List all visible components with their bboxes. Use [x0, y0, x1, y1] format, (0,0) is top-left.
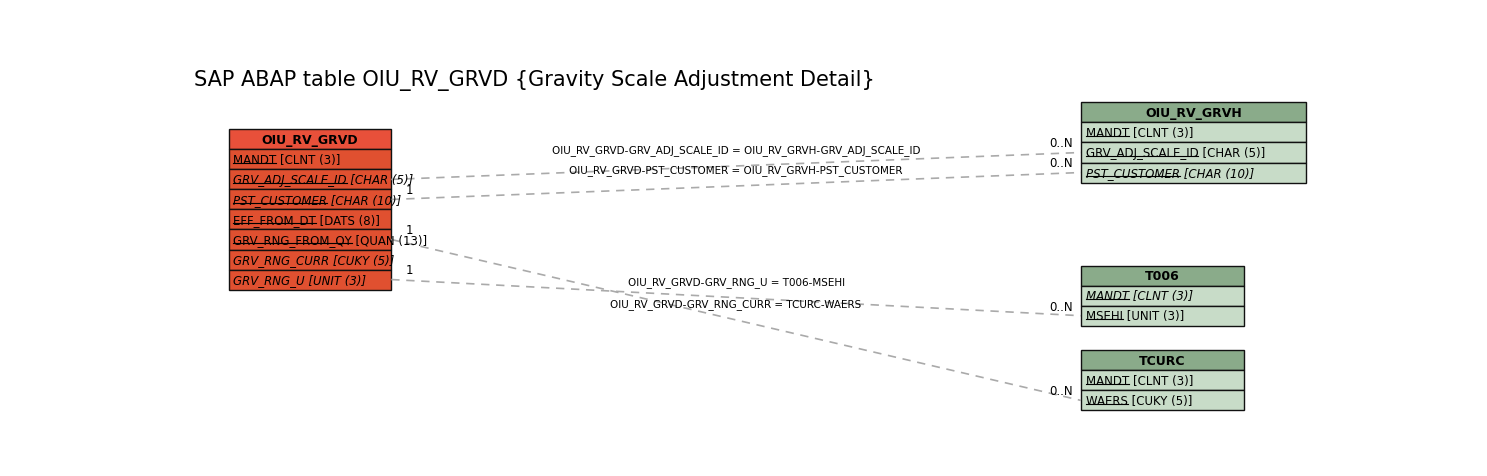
Text: OIU_RV_GRVD-GRV_RNG_CURR = TCURC-WAERS: OIU_RV_GRVD-GRV_RNG_CURR = TCURC-WAERS	[611, 298, 862, 309]
Text: 0..N: 0..N	[1050, 137, 1074, 150]
Text: OIU_RV_GRVH: OIU_RV_GRVH	[1145, 107, 1242, 119]
Bar	[229, 250, 391, 270]
Text: T006: T006	[1145, 269, 1179, 283]
Bar	[1081, 163, 1306, 183]
Bar	[1081, 143, 1306, 163]
Text: MANDT [CLNT (3)]: MANDT [CLNT (3)]	[233, 154, 341, 167]
Text: EFF_FROM_DT [DATS (8)]: EFF_FROM_DT [DATS (8)]	[233, 214, 381, 227]
Bar	[229, 230, 391, 250]
Text: WAERS [CUKY (5)]: WAERS [CUKY (5)]	[1086, 394, 1193, 407]
Text: 1: 1	[404, 264, 413, 277]
Text: PST_CUSTOMER [CHAR (10)]: PST_CUSTOMER [CHAR (10)]	[233, 194, 401, 207]
Text: 0..N: 0..N	[1050, 385, 1074, 397]
Bar	[229, 170, 391, 190]
Bar	[1081, 351, 1243, 371]
Text: GRV_RNG_U [UNIT (3)]: GRV_RNG_U [UNIT (3)]	[233, 274, 366, 287]
Text: GRV_ADJ_SCALE_ID [CHAR (5)]: GRV_ADJ_SCALE_ID [CHAR (5)]	[1086, 147, 1265, 159]
Text: GRV_ADJ_SCALE_ID [CHAR (5)]: GRV_ADJ_SCALE_ID [CHAR (5)]	[233, 174, 413, 187]
Bar	[229, 210, 391, 230]
Text: GRV_RNG_CURR [CUKY (5)]: GRV_RNG_CURR [CUKY (5)]	[233, 254, 394, 267]
Bar	[1081, 286, 1243, 306]
Text: OIU_RV_GRVD-GRV_RNG_U = T006-MSEHI: OIU_RV_GRVD-GRV_RNG_U = T006-MSEHI	[628, 277, 845, 287]
Text: OIU_RV_GRVD-GRV_ADJ_SCALE_ID = OIU_RV_GRVH-GRV_ADJ_SCALE_ID: OIU_RV_GRVD-GRV_ADJ_SCALE_ID = OIU_RV_GR…	[552, 145, 920, 156]
Text: MANDT [CLNT (3)]: MANDT [CLNT (3)]	[1086, 127, 1193, 139]
Bar	[229, 190, 391, 210]
Text: GRV_RNG_FROM_QY [QUAN (13)]: GRV_RNG_FROM_QY [QUAN (13)]	[233, 234, 427, 247]
Bar	[1081, 123, 1306, 143]
Bar	[229, 150, 391, 170]
Bar	[1081, 371, 1243, 391]
Text: OIU_RV_GRVD-PST_CUSTOMER = OIU_RV_GRVH-PST_CUSTOMER: OIU_RV_GRVD-PST_CUSTOMER = OIU_RV_GRVH-P…	[570, 165, 903, 176]
Bar	[1081, 103, 1306, 123]
Bar	[1081, 391, 1243, 411]
Text: OIU_RV_GRVD: OIU_RV_GRVD	[262, 134, 358, 147]
Text: TCURC: TCURC	[1139, 354, 1185, 367]
Text: 1: 1	[404, 224, 413, 237]
Text: MSEHI [UNIT (3)]: MSEHI [UNIT (3)]	[1086, 309, 1184, 323]
Bar	[229, 130, 391, 150]
Text: MANDT [CLNT (3)]: MANDT [CLNT (3)]	[1086, 374, 1193, 387]
Bar	[1081, 266, 1243, 286]
Bar	[229, 270, 391, 290]
Text: SAP ABAP table OIU_RV_GRVD {Gravity Scale Adjustment Detail}: SAP ABAP table OIU_RV_GRVD {Gravity Scal…	[193, 69, 874, 90]
Text: MANDT [CLNT (3)]: MANDT [CLNT (3)]	[1086, 289, 1193, 303]
Bar	[1081, 306, 1243, 326]
Text: 0..N: 0..N	[1050, 300, 1074, 313]
Text: 1: 1	[404, 184, 413, 197]
Text: PST_CUSTOMER [CHAR (10)]: PST_CUSTOMER [CHAR (10)]	[1086, 167, 1254, 179]
Text: 0..N: 0..N	[1050, 157, 1074, 170]
